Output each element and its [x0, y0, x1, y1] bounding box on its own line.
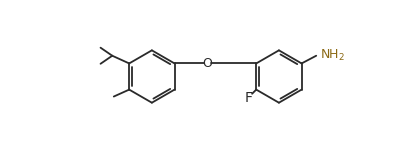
Text: NH$_2$: NH$_2$: [319, 47, 344, 63]
Text: O: O: [202, 57, 212, 70]
Text: F: F: [244, 91, 252, 105]
